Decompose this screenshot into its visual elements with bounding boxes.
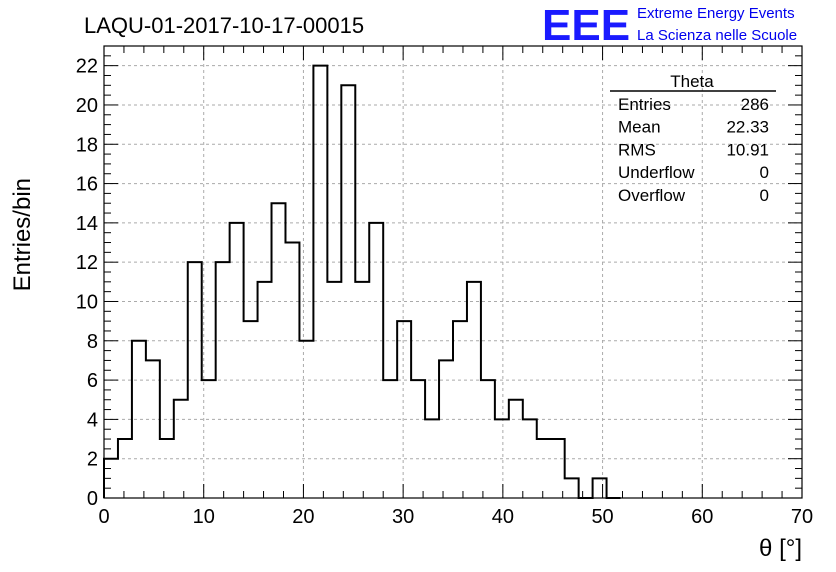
y-tick-label: 12	[76, 252, 98, 274]
stats-label: RMS	[618, 140, 656, 159]
eee-logo: EEE Extreme Energy Events La Scienza nel…	[542, 1, 797, 50]
y-tick-label: 2	[87, 449, 98, 471]
stats-label: Underflow	[618, 163, 695, 182]
y-tick-labels: 0 2 4 6 8 10 12 14 16 18 20 22	[76, 56, 98, 510]
x-axis-title: θ [°]	[759, 535, 802, 562]
y-tick-label: 10	[76, 291, 98, 313]
stats-title: Theta	[670, 72, 714, 91]
y-axis-title: Entries/bin	[9, 178, 36, 291]
y-tick-label: 6	[87, 370, 98, 392]
stats-box: Theta Entries 286 Mean 22.33 RMS 10.91 Underfl…	[610, 72, 776, 205]
y-tick-label: 0	[87, 488, 98, 510]
x-tick-label: 10	[193, 506, 215, 528]
stats-label: Overflow	[618, 186, 686, 205]
logo-line-1: Extreme Energy Events	[637, 5, 795, 22]
y-tick-label: 8	[87, 331, 98, 353]
y-tick-label: 16	[76, 174, 98, 196]
y-tick-label: 4	[87, 409, 98, 431]
y-tick-label: 22	[76, 56, 98, 78]
y-tick-label: 18	[76, 134, 98, 156]
x-tick-label: 50	[591, 506, 613, 528]
histogram-line	[103, 64, 621, 499]
logo-line-2: La Scienza nelle Scuole	[637, 27, 797, 44]
y-tick-label: 14	[76, 213, 98, 235]
x-tick-label: 40	[492, 506, 514, 528]
stats-label: Mean	[618, 118, 661, 137]
axis-ticks	[103, 45, 803, 499]
y-tick-label: 20	[76, 95, 98, 117]
plot-frame	[103, 45, 803, 499]
x-tick-label: 60	[691, 506, 713, 528]
x-tick-label: 70	[791, 506, 813, 528]
logo-mark: EEE	[542, 1, 630, 50]
x-tick-labels: 0 10 20 30 40 50 60 70	[98, 506, 813, 528]
stats-value: 22.33	[726, 118, 769, 137]
stats-rows: Entries 286 Mean 22.33 RMS 10.91 Underflow 0 Ove…	[618, 95, 769, 205]
stats-value: 10.91	[726, 140, 769, 159]
x-tick-label: 0	[98, 506, 109, 528]
x-tick-label: 20	[292, 506, 314, 528]
stats-value: 0	[760, 186, 769, 205]
chart-title: LAQU-01-2017-10-17-00015	[84, 13, 364, 38]
stats-value: 0	[760, 163, 769, 182]
grid-lines	[104, 46, 802, 498]
x-tick-label: 30	[392, 506, 414, 528]
stats-value: 286	[741, 95, 769, 114]
stats-label: Entries	[618, 95, 671, 114]
